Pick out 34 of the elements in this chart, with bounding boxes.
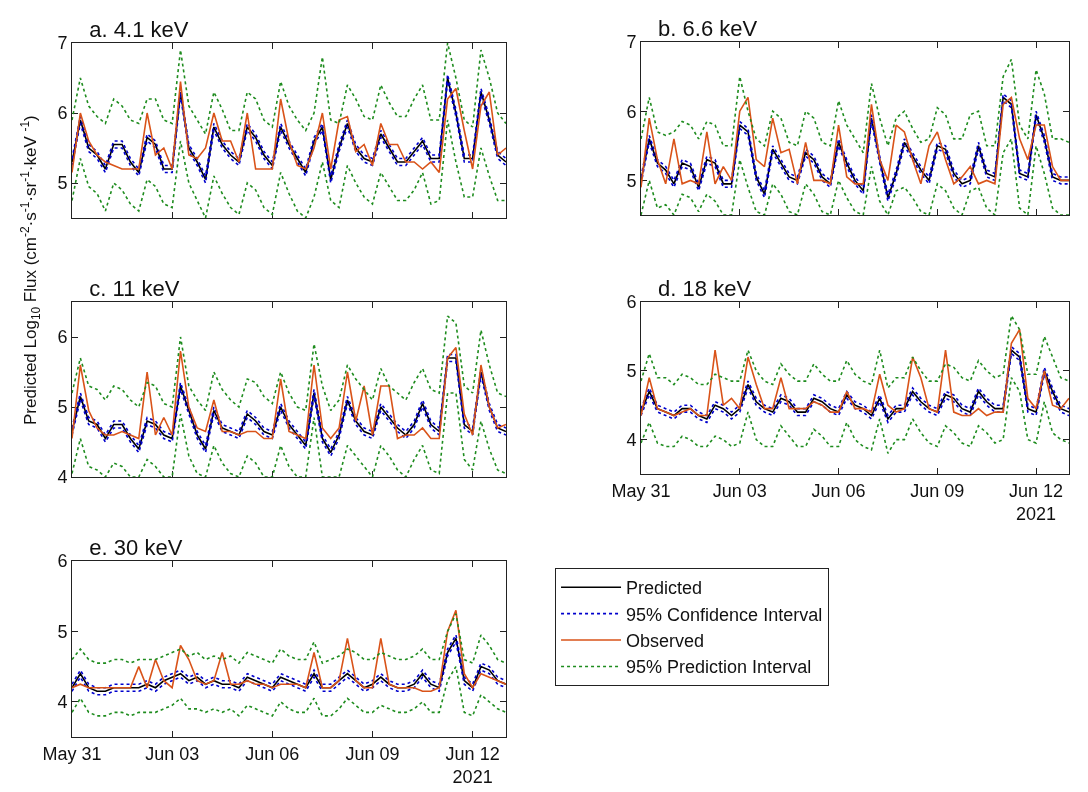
y-tick-label: 6 — [57, 327, 68, 348]
x-tick-label: Jun 09 — [910, 480, 965, 501]
chart-title: e. 30 keV — [89, 535, 183, 560]
chart-title: a. 4.1 keV — [89, 17, 189, 42]
x-tick-label: Jun 03 — [712, 480, 767, 501]
y-tick-label: 5 — [57, 621, 68, 642]
y-tick-label: 5 — [57, 397, 68, 418]
chart-title: b. 6.6 keV — [658, 16, 758, 41]
legend-label: 95% Confidence Interval — [626, 604, 823, 625]
x-tick-label: Jun 06 — [245, 743, 300, 764]
y-tick-label: 6 — [626, 292, 637, 313]
x-tick-label: Jun 12 2021 — [445, 743, 500, 787]
chart-title: c. 11 keV — [89, 276, 180, 301]
y-tick-label: 5 — [626, 361, 637, 382]
x-tick-label: May 31 — [42, 743, 102, 764]
y-tick-label: 4 — [57, 692, 68, 713]
y-tick-label: 6 — [626, 101, 637, 122]
chart-title: d. 18 keV — [658, 276, 752, 301]
y-tick-label: 4 — [626, 429, 637, 450]
y-tick-label: 5 — [626, 170, 637, 191]
x-tick-label: Jun 09 — [345, 743, 400, 764]
y-tick-label: 5 — [57, 173, 68, 194]
y-tick-label: 6 — [57, 551, 68, 572]
x-tick-label: Jun 12 2021 — [1009, 480, 1064, 524]
x-tick-label: Jun 06 — [811, 480, 866, 501]
x-tick-label: May 31 — [611, 480, 671, 501]
y-tick-label: 7 — [626, 32, 637, 53]
x-tick-label: Jun 03 — [145, 743, 200, 764]
y-tick-label: 7 — [57, 33, 68, 54]
legend-label: 95% Prediction Interval — [626, 657, 812, 678]
y-tick-label: 6 — [57, 103, 68, 124]
y-tick-label: 4 — [57, 467, 68, 488]
legend-label: Predicted — [626, 578, 703, 599]
legend-label: Observed — [626, 631, 705, 652]
